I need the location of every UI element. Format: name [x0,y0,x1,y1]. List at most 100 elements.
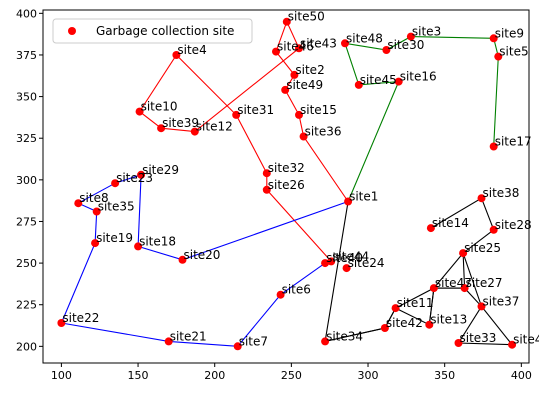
point-site9 [489,34,498,43]
point-site20 [178,255,187,264]
label-site19: site19 [96,231,133,245]
label-site46: site46 [277,40,314,54]
label-site24: site24 [348,256,385,270]
label-site20: site20 [184,248,221,262]
point-site5 [494,52,503,61]
x-tick-label: 200 [204,369,225,382]
label-site27: site27 [466,276,503,290]
label-site16: site16 [400,70,437,84]
point-site39 [157,124,166,133]
point-site3 [406,32,415,41]
label-site1: site1 [349,190,378,204]
label-site13: site13 [430,313,467,327]
point-site18 [134,242,143,251]
point-site35 [92,207,101,216]
label-site49: site49 [286,78,323,92]
point-site4 [172,51,181,59]
label-site41: site41 [513,333,539,347]
label-site18: site18 [139,234,176,248]
label-site30: site30 [387,38,424,52]
point-site37 [477,302,486,311]
ticks-layer: 100 150 200 250 300 350 400 200 225 250 275 300 325 3… [16,7,532,382]
route-line-3 [344,36,499,202]
y-tick-label: 200 [16,340,37,353]
y-tick-label: 375 [16,49,37,62]
point-site13 [425,320,434,329]
legend-label: Garbage collection site [96,24,234,38]
x-tick-label: 400 [511,369,532,382]
label-site40: site40 [326,251,363,265]
plot-frame [42,9,530,364]
label-site25: site25 [464,241,501,255]
y-tick-label: 300 [16,174,37,187]
point-site42 [380,324,389,332]
label-site45: site45 [360,73,397,87]
label-site26: site26 [268,178,305,192]
label-site12: site12 [196,120,233,134]
point-site29 [137,170,146,179]
label-site44: site44 [332,249,369,263]
label-site4: site4 [177,43,206,57]
point-site10 [135,107,144,116]
point-site38 [477,194,486,203]
label-site8: site8 [79,191,108,205]
legend: Garbage collection site [52,18,253,44]
label-site28: site28 [495,218,532,232]
point-site11 [391,304,400,313]
labels-layer: site1 site2 site3 site4 site5 site6 site7 site8… [62,10,539,349]
point-site31 [232,110,241,119]
point-site34 [321,337,330,346]
label-site22: site22 [62,311,99,325]
label-site48: site48 [346,31,383,45]
label-site47: site47 [435,276,472,290]
label-site14: site14 [432,216,469,230]
point-site50 [282,17,291,26]
label-site3: site3 [412,25,441,39]
x-tick-label: 350 [434,369,455,382]
point-site1 [344,197,353,206]
label-site34: site34 [326,329,363,343]
route-line-1 [138,20,349,262]
label-site39: site39 [162,116,199,130]
point-site23 [111,179,120,188]
point-site16 [394,77,403,86]
point-site6 [276,290,285,299]
x-tick-label: 250 [281,369,302,382]
point-site36 [299,132,308,141]
point-site15 [295,110,303,119]
point-site2 [290,70,299,79]
point-site45 [354,80,363,89]
point-site49 [281,85,290,94]
point-site26 [262,185,271,194]
label-site9: site9 [495,26,524,40]
label-site6: site6 [282,283,311,297]
point-site41 [508,340,517,349]
point-site28 [489,225,498,234]
y-tick-label: 225 [16,299,37,312]
label-site15: site15 [300,103,337,117]
point-site43 [295,44,303,53]
y-tick-label: 325 [16,132,37,145]
label-site2: site2 [295,63,324,77]
point-site22 [57,319,66,327]
point-site8 [74,199,83,208]
point-site47 [429,284,438,293]
point-site12 [190,127,199,136]
y-tick-label: 275 [16,215,37,228]
label-site10: site10 [141,100,178,114]
point-site25 [459,249,468,258]
point-site40 [321,259,330,268]
label-site50: site50 [288,10,325,24]
point-site33 [454,339,463,347]
y-tick-label: 350 [16,91,37,104]
label-site38: site38 [483,186,520,200]
label-site32: site32 [268,161,305,175]
label-site36: site36 [305,125,342,139]
y-tick-label: 250 [16,257,37,270]
point-site30 [382,46,391,54]
y-tick-label: 400 [16,7,37,20]
label-site37: site37 [483,294,520,308]
point-site7 [233,342,242,351]
label-site43: site43 [300,36,337,50]
x-tick-label: 150 [128,369,149,382]
